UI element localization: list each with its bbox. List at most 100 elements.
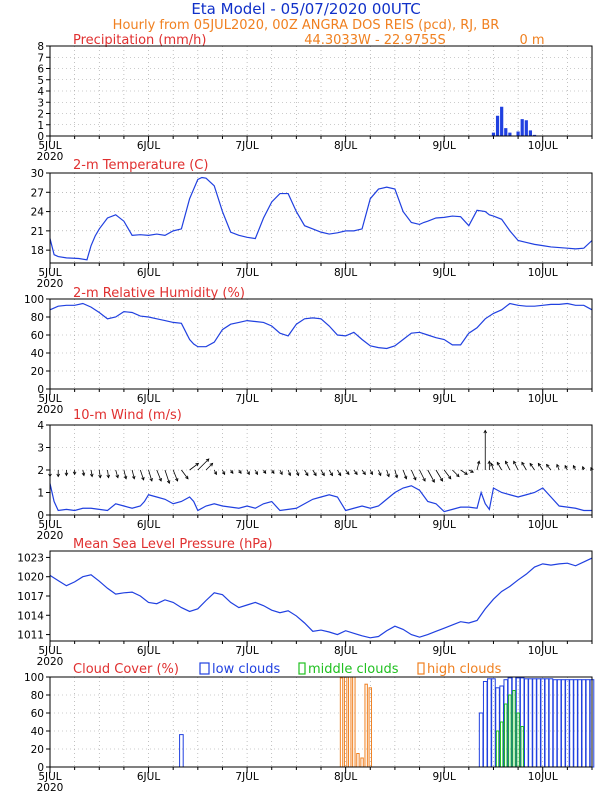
wind-barb xyxy=(410,469,417,481)
wind-barb-head xyxy=(230,470,234,474)
wind-barb-head xyxy=(504,460,509,465)
mslp-panel: 1011 1014 1017 1020 1023 5JUL 6JUL 7JUL 8JUL 9JUL… xyxy=(17,550,593,668)
wind-barb xyxy=(205,463,213,471)
temp-ytick-label: 21 xyxy=(31,226,44,238)
wind-barb-head xyxy=(321,472,325,477)
precip-bar xyxy=(495,115,500,136)
wind-barb xyxy=(378,469,382,476)
precip-bar xyxy=(516,131,520,136)
wind-barb-head xyxy=(195,462,200,467)
wind-barb xyxy=(156,469,162,482)
rh-frame xyxy=(49,298,593,390)
wind-barb xyxy=(419,469,426,482)
wind-barb-head xyxy=(106,474,111,479)
wind-barb xyxy=(107,469,109,478)
wind-barb-head xyxy=(185,475,189,480)
rh-xtick-label: 7JUL xyxy=(235,393,258,405)
wind-barb xyxy=(361,469,366,475)
middle-cloud-bar xyxy=(504,703,508,768)
rh-xtick-label: 8JUL xyxy=(334,393,357,405)
low-cloud-bar xyxy=(528,678,533,768)
rh-ytick-label: 80 xyxy=(31,312,44,324)
wind-barb-head xyxy=(158,477,162,482)
mslp-title: Mean Sea Level Pressure (hPa) xyxy=(73,537,273,552)
cloud-panel: 0 20 40 60 80 100 5JUL 6JUL 7JUL 8JUL 9JUL 10JUL 202… xyxy=(24,672,595,794)
wind-barb-head xyxy=(271,470,275,474)
cloud-ytick-label: 0 xyxy=(37,762,44,774)
precip-bar xyxy=(528,130,533,136)
mslp-ytick-label: 1017 xyxy=(17,591,44,603)
wind-barb-head xyxy=(483,429,488,434)
temp-ytick-label: 18 xyxy=(31,245,44,257)
low-cloud-bar xyxy=(532,678,537,768)
rh-ytick-label: 100 xyxy=(24,294,44,306)
rh-xtick-label: 9JUL xyxy=(433,393,456,405)
wind-barb xyxy=(435,469,443,482)
temp-xtick-label: 10JUL xyxy=(528,267,558,279)
precip-ytick-label: 2 xyxy=(37,109,44,121)
precip-bar xyxy=(532,134,537,136)
wind-barb-head xyxy=(205,458,210,462)
wind-barb xyxy=(546,464,552,471)
wind-barb xyxy=(139,469,145,481)
low-cloud-bar xyxy=(524,678,529,768)
wind-barb xyxy=(452,469,460,477)
low-cloud-bar xyxy=(478,712,484,768)
temp-ytick-label: 24 xyxy=(31,207,45,219)
low-cloud-bar xyxy=(487,678,492,768)
precip-ytick-label: 5 xyxy=(37,75,44,87)
low-cloud-bar xyxy=(585,679,591,768)
wind-barb-head xyxy=(413,476,417,481)
wind-ytick-label: 2 xyxy=(37,465,44,477)
wind-ytick-label: 3 xyxy=(37,443,44,455)
wind-barb xyxy=(123,469,127,479)
wind-frame xyxy=(49,424,593,516)
wind-xtick-label: 7JUL xyxy=(235,519,258,531)
wind-barb xyxy=(295,469,299,476)
wind-barb-head xyxy=(346,471,350,476)
precip-xtick-label: 10JUL xyxy=(528,140,558,152)
wind-barb-head xyxy=(262,470,267,474)
rh-xtick-label: 6JUL xyxy=(137,393,160,405)
wind-barb xyxy=(115,469,119,478)
wind-barb xyxy=(172,469,178,482)
wind-barb xyxy=(521,462,527,471)
precip-ytick-label: 0 xyxy=(37,131,44,143)
wind-barb xyxy=(287,469,291,476)
wind-barb-head xyxy=(305,472,309,477)
legend-high-swatch xyxy=(417,662,425,675)
wind-barb-head xyxy=(564,464,568,469)
middle-cloud-bar xyxy=(499,721,504,768)
precip-xtick-label: 7JUL xyxy=(235,140,258,152)
wind-barb xyxy=(529,463,535,471)
wind-barb-head xyxy=(287,472,292,477)
wind-barb xyxy=(537,463,544,471)
wind-barb-head xyxy=(329,472,333,477)
cloud-ytick-label: 20 xyxy=(31,744,44,756)
temp-xtick-label: 9JUL xyxy=(433,267,456,279)
wind-barb-head xyxy=(98,474,102,479)
mslp-ytick-label: 1011 xyxy=(17,630,44,642)
wind-barb-head xyxy=(439,477,443,482)
wind-barb-head xyxy=(403,475,408,480)
wind-barb-head xyxy=(386,473,390,478)
temp-frame xyxy=(49,172,593,264)
rh-ytick-label: 0 xyxy=(37,384,44,396)
wind-barb-head xyxy=(556,463,560,468)
precip-bar xyxy=(491,132,496,136)
cloud-ytick-label: 40 xyxy=(31,726,44,738)
precip-bar xyxy=(500,106,504,136)
precip-ytick-label: 7 xyxy=(37,52,44,64)
wind-barb xyxy=(353,469,358,475)
temp-ytick-label: 27 xyxy=(31,187,44,199)
mslp-ytick-label: 1023 xyxy=(17,552,44,564)
wind-barb xyxy=(443,469,452,480)
wind-barb-head xyxy=(476,460,481,465)
wind-barb xyxy=(164,469,170,484)
precip-ytick-label: 3 xyxy=(37,97,44,109)
cloud-title: Cloud Cover (%) xyxy=(73,662,179,677)
wind-barb-head xyxy=(447,475,452,480)
wind-barb-head xyxy=(72,471,77,476)
wind-speed-line xyxy=(49,483,592,513)
